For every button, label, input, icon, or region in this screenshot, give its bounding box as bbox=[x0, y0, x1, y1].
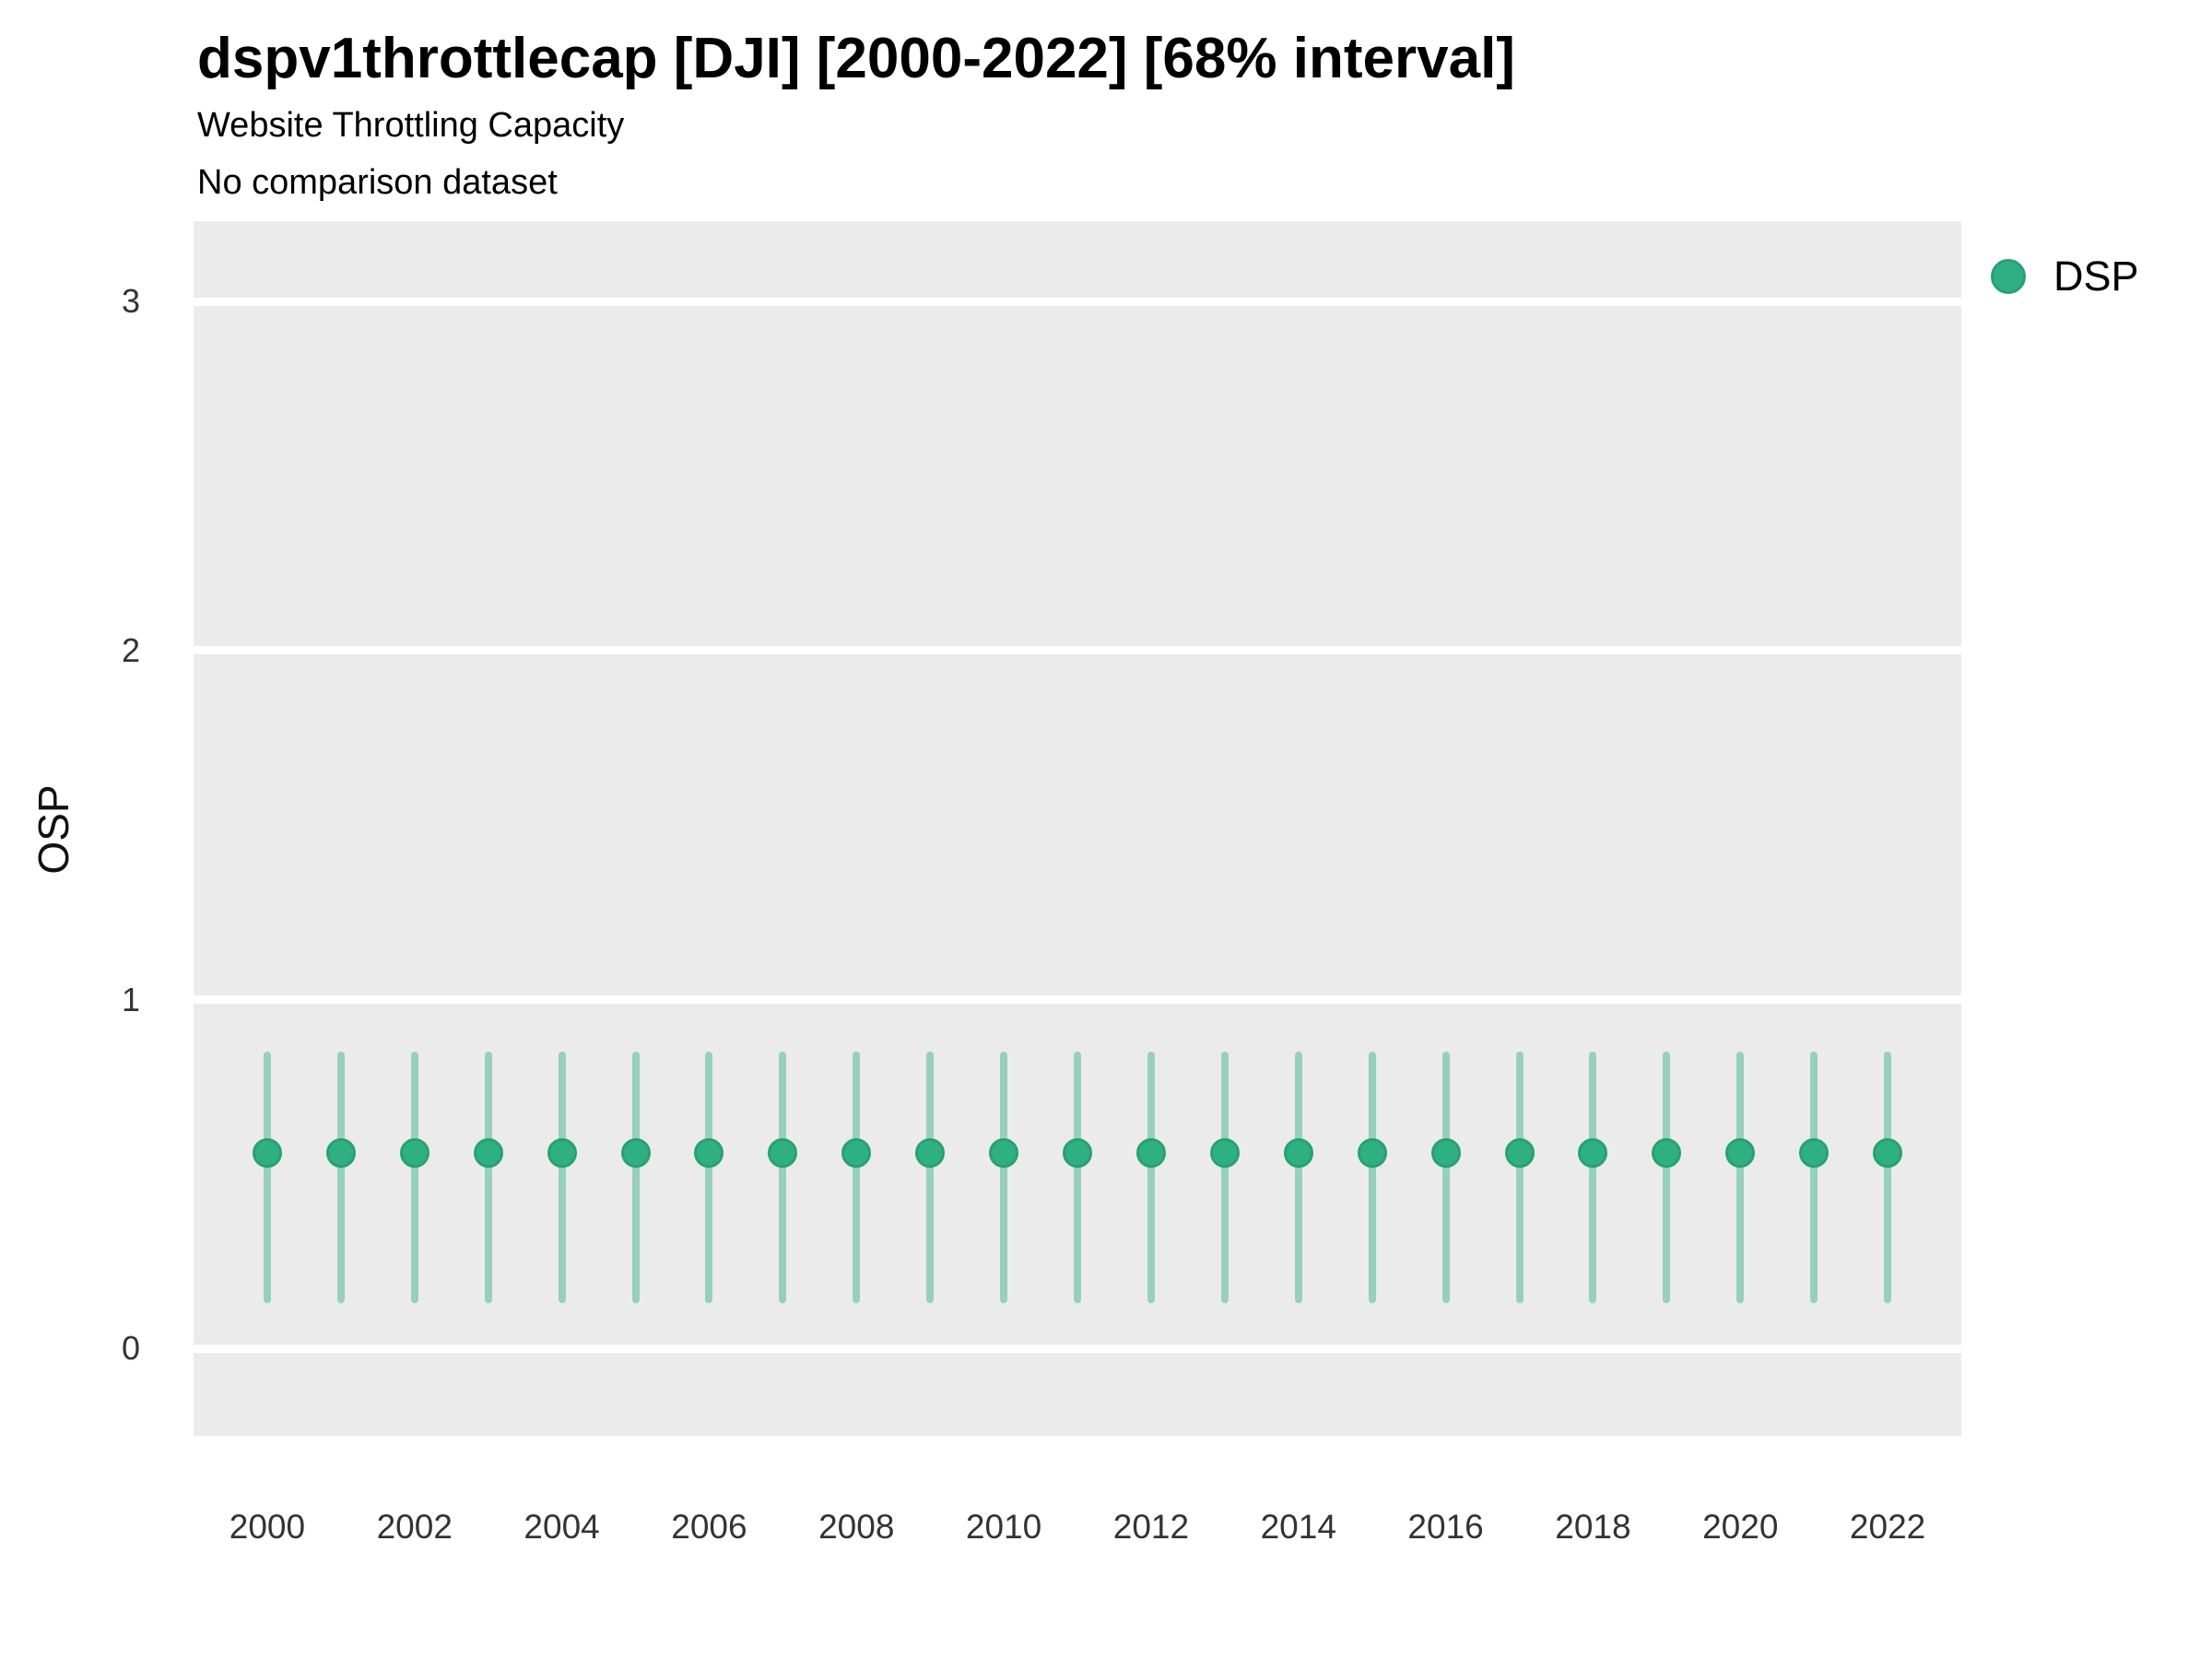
point-2014 bbox=[1283, 1138, 1313, 1169]
point-2008 bbox=[841, 1138, 872, 1169]
gridline-y-2 bbox=[194, 646, 1961, 655]
plot-panel bbox=[194, 221, 1961, 1436]
x-tick-label-2016: 2016 bbox=[1407, 1508, 1484, 1546]
errorbar-2014 bbox=[1294, 1052, 1302, 1304]
errorbar-2008 bbox=[853, 1052, 861, 1304]
errorbar-2003 bbox=[484, 1052, 492, 1304]
point-2019 bbox=[1652, 1138, 1682, 1169]
errorbar-2010 bbox=[1000, 1052, 1008, 1304]
errorbar-2022 bbox=[1884, 1052, 1892, 1304]
point-2006 bbox=[694, 1138, 724, 1169]
errorbar-2011 bbox=[1074, 1052, 1081, 1304]
legend-label-dsp: DSP bbox=[2053, 253, 2139, 300]
x-tick-label-2010: 2010 bbox=[965, 1508, 1042, 1546]
errorbar-2017 bbox=[1515, 1052, 1524, 1304]
errorbar-2001 bbox=[336, 1052, 345, 1304]
errorbar-2006 bbox=[705, 1052, 713, 1304]
point-2018 bbox=[1578, 1138, 1608, 1169]
point-2015 bbox=[1357, 1138, 1387, 1169]
y-tick-label-0: 0 bbox=[121, 1329, 140, 1368]
x-tick-label-2004: 2004 bbox=[524, 1508, 600, 1546]
x-tick-label-2018: 2018 bbox=[1555, 1508, 1631, 1546]
point-2011 bbox=[1063, 1138, 1092, 1169]
point-2016 bbox=[1430, 1138, 1461, 1169]
chart-subtitle-2: No comparison dataset bbox=[197, 163, 558, 202]
y-tick-label-2: 2 bbox=[121, 630, 140, 669]
gridline-y-3 bbox=[194, 297, 1961, 306]
point-2022 bbox=[1873, 1138, 1903, 1169]
errorbar-2004 bbox=[558, 1052, 566, 1304]
x-tick-label-2012: 2012 bbox=[1112, 1508, 1190, 1546]
point-2005 bbox=[620, 1138, 651, 1169]
errorbar-2000 bbox=[263, 1052, 271, 1304]
legend-marker-dsp-icon bbox=[1991, 259, 2026, 294]
errorbar-2002 bbox=[410, 1052, 418, 1304]
point-2004 bbox=[547, 1138, 577, 1169]
point-2013 bbox=[1209, 1138, 1240, 1169]
point-2003 bbox=[473, 1138, 503, 1169]
errorbar-2020 bbox=[1736, 1052, 1745, 1304]
y-axis-title: OSP bbox=[29, 784, 77, 875]
errorbar-2015 bbox=[1368, 1052, 1376, 1304]
errorbar-2007 bbox=[779, 1052, 787, 1304]
errorbar-2005 bbox=[631, 1052, 640, 1304]
chart-subtitle: Website Throttling Capacity bbox=[197, 106, 625, 145]
point-2001 bbox=[325, 1138, 356, 1169]
point-2020 bbox=[1725, 1138, 1756, 1169]
y-tick-label-3: 3 bbox=[121, 282, 140, 321]
x-tick-label-2006: 2006 bbox=[671, 1508, 747, 1546]
point-2002 bbox=[399, 1138, 429, 1169]
errorbar-2009 bbox=[926, 1052, 935, 1304]
point-2021 bbox=[1799, 1138, 1830, 1169]
x-tick-label-2000: 2000 bbox=[229, 1508, 306, 1546]
x-tick-label-2020: 2020 bbox=[1702, 1508, 1779, 1546]
errorbar-2013 bbox=[1220, 1052, 1229, 1304]
point-2012 bbox=[1135, 1138, 1166, 1169]
point-2000 bbox=[252, 1138, 282, 1169]
x-tick-label-2022: 2022 bbox=[1849, 1508, 1926, 1546]
x-tick-label-2002: 2002 bbox=[376, 1508, 453, 1546]
errorbar-2021 bbox=[1810, 1052, 1818, 1304]
point-2007 bbox=[768, 1138, 798, 1169]
y-tick-label-1: 1 bbox=[121, 980, 140, 1018]
x-tick-label-2014: 2014 bbox=[1260, 1508, 1336, 1546]
gridline-y-1 bbox=[194, 995, 1961, 1005]
point-2017 bbox=[1504, 1138, 1535, 1169]
point-2009 bbox=[915, 1138, 946, 1169]
gridline-y-0 bbox=[194, 1344, 1961, 1353]
point-2010 bbox=[989, 1138, 1019, 1169]
chart-title: dspv1throttlecap [DJI] [2000-2022] [68% … bbox=[197, 27, 1515, 90]
errorbar-2016 bbox=[1441, 1052, 1450, 1304]
errorbar-2018 bbox=[1589, 1052, 1597, 1304]
errorbar-2019 bbox=[1663, 1052, 1671, 1304]
legend: DSP bbox=[1991, 251, 2139, 302]
errorbar-2012 bbox=[1147, 1052, 1155, 1304]
x-tick-label-2008: 2008 bbox=[818, 1508, 895, 1546]
